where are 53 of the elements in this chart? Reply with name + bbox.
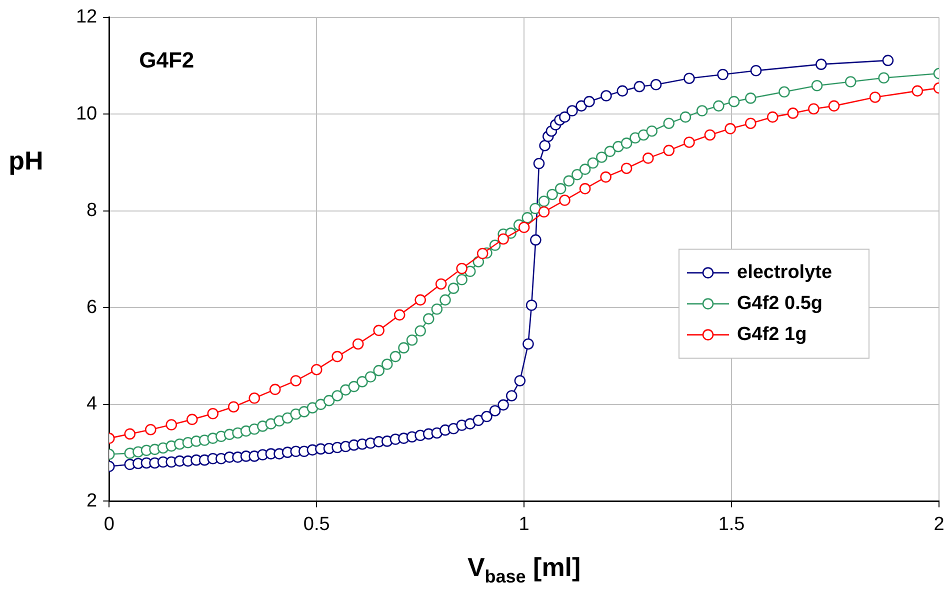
- point: [766, 111, 778, 123]
- point: [518, 222, 530, 234]
- y-tick-label: 12: [76, 6, 98, 28]
- point: [310, 364, 322, 376]
- x-tick-label: 2: [934, 514, 944, 535]
- point: [394, 309, 406, 321]
- x-tick-label: 1: [518, 514, 530, 535]
- point: [600, 171, 612, 183]
- legend-label: electrolyte: [737, 262, 832, 284]
- y-tick-label: 8: [86, 200, 98, 222]
- point: [373, 324, 384, 336]
- legend-label: G4f2 0.5g: [737, 293, 823, 314]
- point: [498, 233, 509, 245]
- point: [248, 392, 260, 404]
- point: [663, 144, 675, 156]
- legend-label: G4f2 1g: [737, 324, 807, 346]
- point: [207, 408, 219, 420]
- point: [912, 85, 924, 97]
- y-tick-label: 4: [86, 394, 98, 415]
- point: [352, 338, 364, 350]
- point: [724, 123, 736, 134]
- y-tick-label: 10: [76, 103, 98, 124]
- x-tick-label: 0.5: [303, 514, 330, 535]
- point: [124, 428, 136, 440]
- point: [144, 424, 156, 436]
- point: [476, 248, 488, 260]
- point: [579, 183, 591, 194]
- point: [290, 375, 302, 386]
- point: [704, 129, 716, 141]
- text: G4F2: [139, 47, 194, 72]
- point: [228, 401, 240, 413]
- y-axis-title: pH: [8, 145, 44, 176]
- point: [559, 194, 570, 206]
- x-tick-label: 0: [104, 514, 114, 535]
- point: [808, 103, 820, 114]
- y-tick-label: 2: [86, 490, 98, 512]
- point: [456, 262, 468, 274]
- point: [620, 162, 632, 174]
- point: [414, 294, 426, 306]
- point: [538, 206, 550, 218]
- point: [332, 350, 343, 362]
- point: [787, 108, 799, 119]
- point: [166, 419, 178, 430]
- x-tick-label: 1.5: [718, 514, 745, 535]
- y-tick-label: 6: [86, 296, 98, 318]
- point: [828, 100, 840, 112]
- point: [186, 414, 198, 426]
- point: [642, 152, 654, 164]
- point: [269, 384, 281, 396]
- point: [869, 92, 881, 103]
- point: [684, 136, 695, 148]
- point: [435, 278, 447, 290]
- point: [744, 118, 756, 129]
